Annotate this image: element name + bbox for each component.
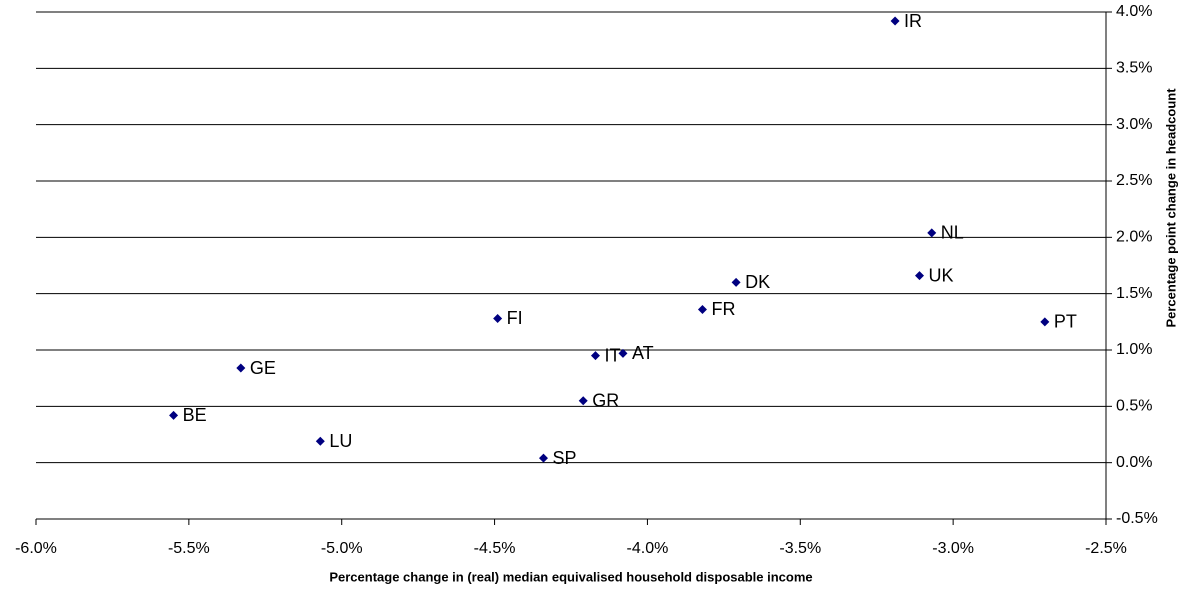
- point: [915, 271, 925, 281]
- point-label: PT: [1054, 312, 1077, 332]
- point: [169, 410, 179, 420]
- y-tick-label: -0.5%: [1116, 510, 1158, 527]
- x-tick-label: -2.5%: [1085, 540, 1127, 557]
- point: [493, 313, 503, 323]
- x-tick-label: -4.5%: [474, 540, 516, 557]
- point-label: AT: [632, 343, 654, 363]
- y-tick-label: 1.0%: [1116, 341, 1152, 358]
- point-label: IR: [904, 11, 922, 31]
- point: [236, 363, 246, 373]
- point: [315, 436, 325, 446]
- point: [578, 396, 588, 406]
- y-tick-label: 2.5%: [1116, 172, 1152, 189]
- point-label: FR: [711, 299, 735, 319]
- x-tick-label: -5.0%: [321, 540, 363, 557]
- point-label: FI: [507, 308, 523, 328]
- x-tick-label: -3.0%: [932, 540, 974, 557]
- y-tick-label: 0.0%: [1116, 454, 1152, 471]
- point: [538, 453, 548, 463]
- x-tick-label: -6.0%: [15, 540, 57, 557]
- point-label: GE: [250, 358, 276, 378]
- point-label: GR: [592, 390, 619, 410]
- y-tick-label: 1.5%: [1116, 285, 1152, 302]
- point: [1040, 317, 1050, 327]
- x-axis-title: Percentage change in (real) median equiv…: [329, 569, 812, 584]
- x-tick-label: -4.0%: [627, 540, 669, 557]
- point: [618, 348, 628, 358]
- point: [890, 16, 900, 26]
- y-axis-title: Percentage point change in headcount: [1163, 88, 1178, 328]
- point-label: LU: [329, 431, 352, 451]
- point-label: IT: [604, 345, 620, 365]
- point-label: UK: [929, 265, 954, 285]
- point-label: BE: [183, 405, 207, 425]
- x-tick-label: -3.5%: [779, 540, 821, 557]
- point-label: NL: [941, 223, 964, 243]
- y-tick-label: 3.0%: [1116, 116, 1152, 133]
- point-label: DK: [745, 272, 770, 292]
- point-label: SP: [552, 448, 576, 468]
- point: [590, 351, 600, 361]
- point: [697, 304, 707, 314]
- point: [731, 277, 741, 287]
- y-tick-label: 2.0%: [1116, 229, 1152, 246]
- y-tick-label: 0.5%: [1116, 398, 1152, 415]
- y-tick-label: 4.0%: [1116, 3, 1152, 20]
- x-tick-label: -5.5%: [168, 540, 210, 557]
- point: [927, 228, 937, 238]
- y-tick-label: 3.5%: [1116, 60, 1152, 77]
